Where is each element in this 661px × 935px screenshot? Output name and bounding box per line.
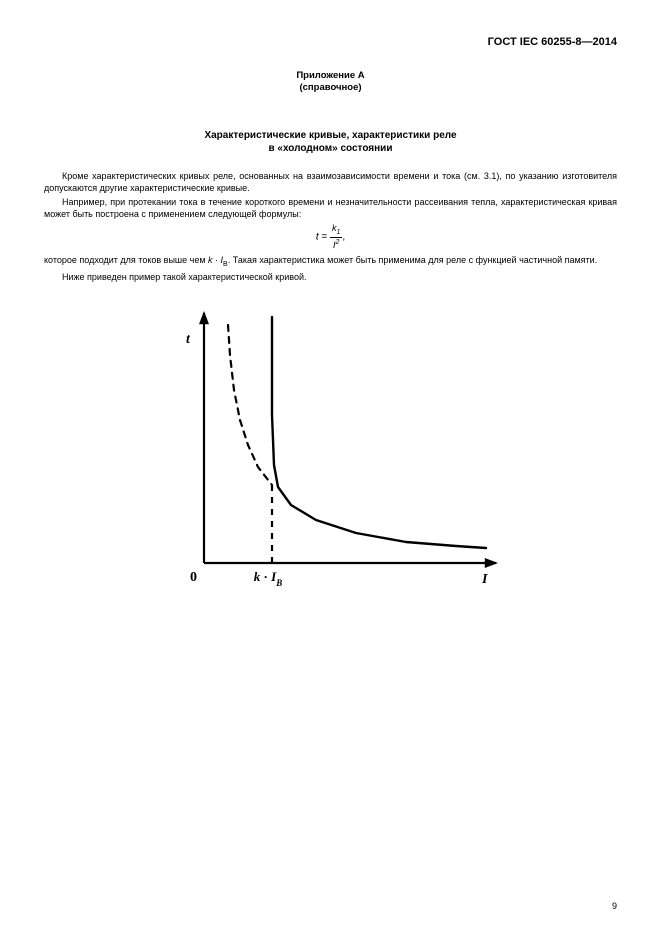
chart-container: tI0k · IB bbox=[44, 295, 617, 600]
formula: t = k1I2, bbox=[44, 224, 617, 250]
para3-pre: которое подходит для токов выше чем bbox=[44, 255, 208, 265]
appendix-line-2: (справочное) bbox=[299, 82, 361, 93]
formula-num-sub: 1 bbox=[337, 229, 341, 236]
page: ГОСТ IEC 60255-8—2014 Приложение А (спра… bbox=[0, 0, 661, 935]
para3-dot: · bbox=[213, 255, 221, 265]
section-title-line-2: в «холодном» состоянии bbox=[269, 143, 393, 154]
section-title-line-1: Характеристические кривые, характеристик… bbox=[204, 130, 456, 141]
page-number: 9 bbox=[612, 901, 617, 911]
appendix-heading: Приложение А (справочное) bbox=[44, 70, 617, 95]
formula-denominator: I2 bbox=[330, 238, 342, 250]
paragraph-2: Например, при протекании тока в течение … bbox=[44, 196, 617, 220]
appendix-line-1: Приложение А bbox=[296, 70, 364, 81]
body-text: Кроме характеристических кривых реле, ос… bbox=[44, 170, 617, 221]
svg-text:I: I bbox=[481, 572, 488, 587]
document-id: ГОСТ IEC 60255-8—2014 bbox=[44, 36, 617, 48]
body-text-2: которое подходит для токов выше чем k · … bbox=[44, 254, 617, 283]
formula-eq: = bbox=[319, 232, 330, 243]
para3-post: . Такая характеристика может быть примен… bbox=[228, 255, 597, 265]
formula-fraction: k1I2 bbox=[330, 224, 342, 250]
svg-text:0: 0 bbox=[190, 570, 197, 585]
paragraph-3: которое подходит для токов выше чем k · … bbox=[44, 254, 617, 269]
paragraph-4: Ниже приведен пример такой характеристич… bbox=[44, 271, 617, 283]
paragraph-1: Кроме характеристических кривых реле, ос… bbox=[44, 170, 617, 194]
characteristic-curve-chart: tI0k · IB bbox=[156, 295, 506, 595]
formula-tail: , bbox=[342, 232, 345, 243]
formula-den-sup: 2 bbox=[336, 239, 340, 246]
section-title: Характеристические кривые, характеристик… bbox=[44, 129, 617, 156]
formula-numerator: k1 bbox=[330, 224, 342, 238]
